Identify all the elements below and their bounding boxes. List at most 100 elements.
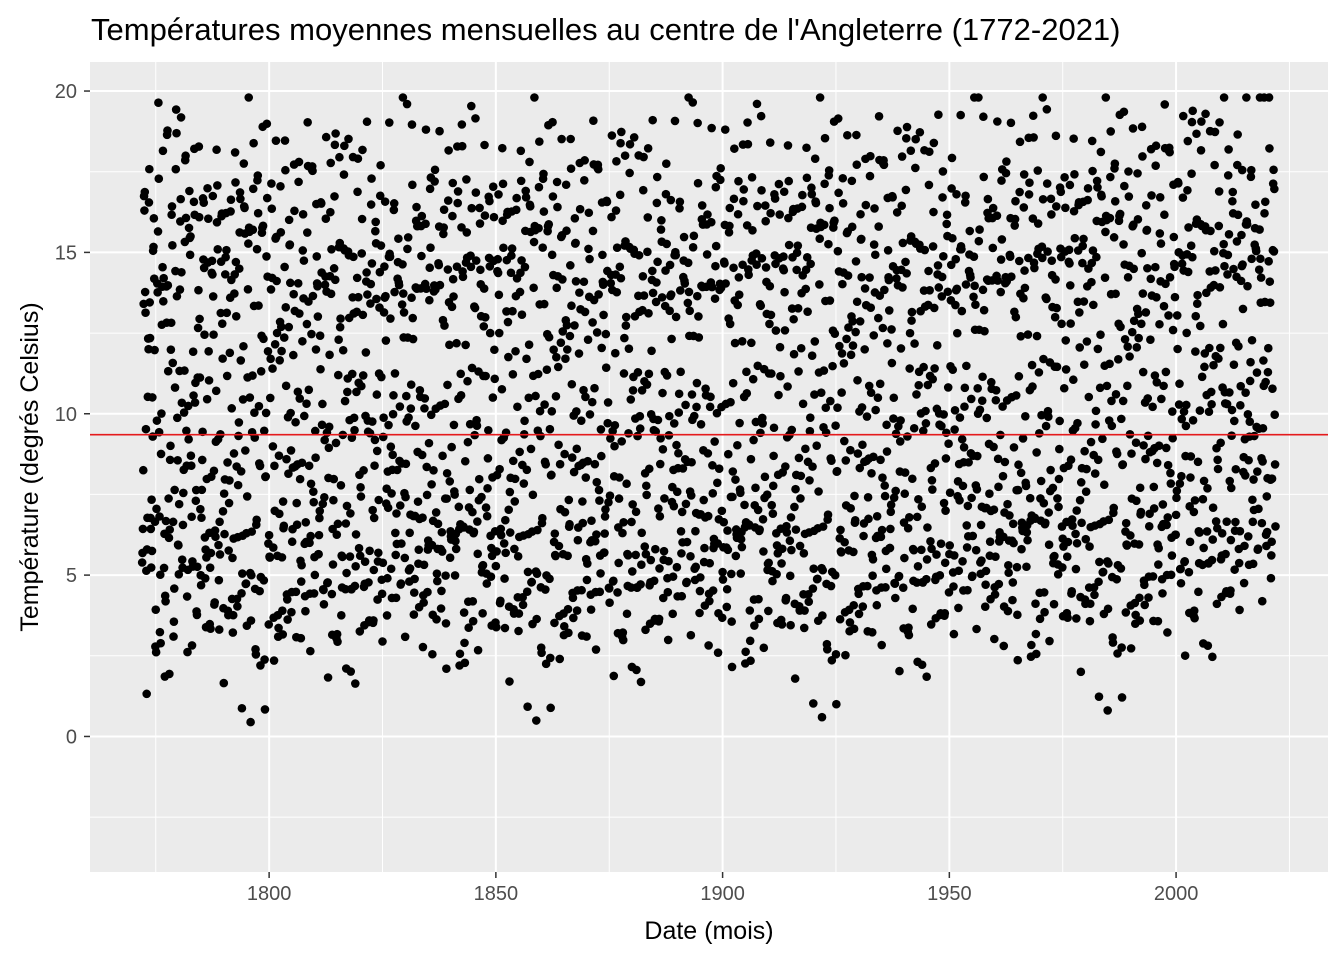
data-point: [635, 411, 645, 421]
data-point: [145, 298, 155, 307]
data-point: [808, 462, 817, 471]
data-point: [214, 575, 224, 585]
data-point: [955, 413, 965, 422]
data-point: [494, 190, 503, 199]
data-point: [346, 667, 356, 676]
data-point: [1061, 365, 1071, 374]
data-point: [449, 292, 458, 301]
data-point: [491, 622, 501, 632]
data-point: [1123, 381, 1132, 391]
data-point: [1093, 455, 1103, 465]
data-point: [450, 571, 460, 580]
data-point: [879, 160, 889, 170]
data-point: [1200, 362, 1209, 372]
data-point: [612, 287, 622, 297]
data-point: [682, 577, 691, 587]
data-point: [243, 285, 253, 294]
data-point: [927, 476, 937, 485]
data-point: [386, 564, 396, 574]
data-point: [417, 211, 427, 221]
data-point: [866, 388, 876, 398]
data-point: [1270, 460, 1280, 469]
data-point: [585, 410, 595, 419]
data-point: [1229, 264, 1238, 274]
data-point: [943, 383, 953, 392]
data-point: [827, 456, 836, 466]
data-point: [986, 377, 996, 387]
data-point: [1199, 543, 1208, 553]
data-point: [405, 564, 415, 573]
data-point: [854, 609, 864, 619]
data-point: [1202, 527, 1212, 536]
data-point: [872, 512, 882, 521]
data-point: [960, 198, 970, 207]
data-point: [596, 425, 606, 434]
data-point: [834, 188, 843, 198]
data-point: [520, 416, 529, 426]
data-point: [1021, 481, 1031, 491]
data-point: [479, 284, 489, 293]
data-point: [231, 312, 241, 321]
data-point: [1140, 580, 1149, 590]
data-point: [1005, 252, 1015, 262]
data-point: [467, 203, 476, 213]
data-point: [206, 624, 215, 634]
data-point: [625, 139, 635, 149]
data-point: [894, 571, 904, 581]
data-point: [236, 356, 246, 365]
data-point: [390, 369, 400, 378]
data-point: [415, 385, 425, 395]
data-point: [1014, 256, 1024, 266]
data-point: [1160, 210, 1169, 220]
data-point: [1214, 354, 1223, 363]
data-point: [369, 616, 378, 625]
data-point: [304, 461, 314, 471]
data-point: [296, 577, 306, 586]
data-point: [185, 250, 195, 260]
data-point: [912, 512, 922, 522]
data-point: [1193, 290, 1202, 300]
data-point: [1171, 510, 1181, 520]
data-point: [849, 600, 859, 610]
data-point: [471, 188, 481, 197]
data-point: [696, 419, 706, 429]
data-point: [549, 345, 558, 354]
data-point: [636, 580, 645, 589]
data-point: [552, 352, 561, 362]
data-point: [1038, 93, 1047, 102]
data-point: [1247, 335, 1257, 345]
data-point: [1119, 107, 1129, 117]
data-point: [1009, 538, 1018, 548]
data-point: [1175, 479, 1185, 488]
data-point: [255, 461, 265, 471]
data-point: [1073, 297, 1083, 307]
data-point: [1080, 446, 1089, 456]
data-point: [251, 650, 261, 659]
data-point: [239, 341, 248, 351]
data-point: [1079, 234, 1088, 244]
data-point: [651, 427, 661, 436]
data-point: [289, 350, 298, 360]
data-point: [182, 426, 191, 436]
data-point: [326, 158, 336, 168]
data-point: [435, 280, 445, 290]
data-point: [643, 247, 652, 257]
data-point: [932, 550, 941, 559]
data-point: [1020, 283, 1030, 293]
data-point: [571, 276, 581, 286]
data-point: [1176, 564, 1185, 574]
data-point: [1171, 530, 1181, 539]
data-point: [803, 307, 812, 316]
data-point: [1104, 559, 1113, 568]
y-tick-label: 15: [55, 242, 77, 264]
data-point: [1186, 473, 1195, 482]
data-point: [1027, 360, 1037, 370]
data-point: [677, 591, 687, 601]
data-point: [329, 264, 339, 273]
data-point: [213, 181, 222, 190]
data-point: [592, 530, 601, 539]
data-point: [570, 321, 579, 330]
data-point: [1218, 319, 1228, 329]
data-point: [1024, 253, 1033, 263]
data-point: [725, 319, 735, 329]
